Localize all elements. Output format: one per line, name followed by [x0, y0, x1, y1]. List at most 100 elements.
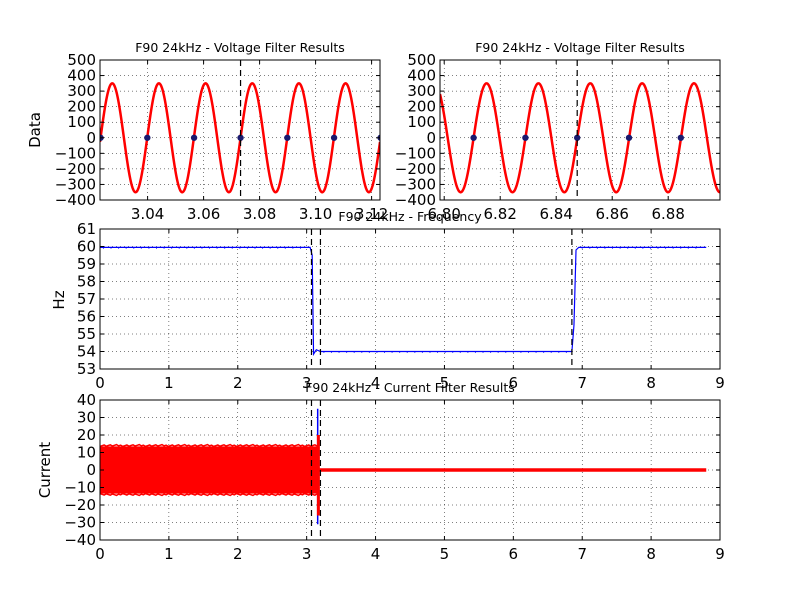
voltage-right-ytick-label: 300: [407, 82, 436, 100]
current-xtick-label: 1: [164, 545, 174, 563]
current-xtick-label: 4: [371, 545, 381, 563]
voltage-right-xtick-label: 6.88: [651, 205, 684, 223]
frequency-plot-area: [100, 229, 707, 369]
frequency-grid: [100, 229, 720, 369]
current-plot-area: [100, 400, 707, 540]
current-xtick-label: 5: [440, 545, 450, 563]
frequency-xtick-label: 8: [646, 374, 656, 392]
current-ytick-label: −20: [64, 496, 96, 514]
voltage-left-zero-crossing-marker: [330, 134, 338, 141]
voltage-left-zero-crossing-marker: [284, 134, 291, 141]
voltage-right-xtick-label: 6.82: [483, 205, 516, 223]
frequency-ytick-label: 58: [77, 273, 96, 291]
voltage-left-ytick-label: −200: [55, 160, 96, 178]
voltage-left-ytick-label: −300: [55, 175, 96, 193]
current-ytick-label: 40: [77, 391, 96, 409]
frequency-xtick-label: 9: [715, 374, 725, 392]
voltage-left-xtick-label: 3.06: [187, 205, 220, 223]
frequency-xtick-label: 2: [233, 374, 243, 392]
current-ytick-label: 10: [77, 444, 96, 462]
voltage-right-title: F90 24kHz - Voltage Filter Results: [475, 40, 685, 55]
voltage-left-ytick-label: 200: [67, 98, 96, 116]
frequency-ytick-label: 61: [77, 220, 96, 238]
current-ytick-label: −10: [64, 479, 96, 497]
frequency-xtick-label: 3: [302, 374, 312, 392]
frequency-xtick-label: 1: [164, 374, 174, 392]
frequency-ytick-label: 59: [77, 255, 96, 273]
voltage-left-plot-area: [100, 60, 380, 200]
voltage-right-zero-crossing-marker: [470, 134, 477, 141]
voltage-right-zero-crossing-marker: [522, 134, 529, 141]
current-ytick-label: 20: [77, 426, 96, 444]
current-xtick-label: 3: [302, 545, 312, 563]
current-title: F90 24kHz - Current Filter Results: [305, 380, 515, 395]
frequency-xtick-label: 6: [509, 374, 519, 392]
voltage-right-ytick-label: 400: [407, 67, 436, 85]
voltage-right-ytick-label: 200: [407, 98, 436, 116]
frequency-ytick-label: 53: [77, 360, 96, 378]
frequency-ytick-label: 57: [77, 290, 96, 308]
current-xtick-label: 8: [646, 545, 656, 563]
frequency-xtick-label: 7: [577, 374, 587, 392]
frequency-title: F90 24kHz - Frequency: [338, 209, 482, 224]
current-xtick-label: 2: [233, 545, 243, 563]
frequency-ytick-label: 60: [77, 238, 96, 256]
frequency-xtick-label: 5: [440, 374, 450, 392]
frequency-xtick-label: 4: [371, 374, 381, 392]
current-filter-panel: Current: [36, 442, 54, 498]
voltage-right-xtick-label: 6.86: [595, 205, 628, 223]
voltage-right-xtick-label: 6.80: [427, 205, 460, 223]
voltage-left-ytick-label: −100: [55, 144, 96, 162]
current-xtick-label: 9: [715, 545, 725, 563]
current-current-band-bottom-edge: [100, 492, 318, 497]
voltage-right-sine-series: [440, 82, 720, 194]
voltage-right-zero-crossing-marker: [677, 134, 684, 141]
frequency-ytick-label: 54: [77, 343, 96, 361]
voltage-left-xtick-label: 3.08: [243, 205, 276, 223]
voltage-right-ytick-label: 0: [426, 129, 436, 147]
voltage-left-axes-frame: [99, 59, 381, 201]
voltage-right-ytick-label: −300: [395, 175, 436, 193]
voltage-filter-panel-left: Data: [26, 112, 44, 148]
voltage-right-xtick-label: 6.84: [539, 205, 572, 223]
voltage-left-title: F90 24kHz - Voltage Filter Results: [135, 40, 345, 55]
frequency-panel: Hz: [50, 290, 68, 309]
frequency-xtick-label: 0: [95, 374, 105, 392]
current-ytick-label: 0: [86, 461, 96, 479]
current-ylabel: Current: [36, 442, 54, 498]
voltage-right-ytick-label: 100: [407, 113, 436, 131]
voltage-left-ytick-label: 100: [67, 113, 96, 131]
voltage-right-ytick-label: 500: [407, 51, 436, 69]
voltage-left-zero-crossing-marker: [144, 134, 151, 141]
current-ytick-label: 30: [77, 409, 96, 427]
frequency-ytick-label: 55: [77, 325, 96, 343]
current-current-band-top-edge: [100, 443, 318, 448]
voltage-left-ytick-label: 0: [86, 129, 96, 147]
voltage-left-ytick-label: −400: [55, 191, 96, 209]
voltage-left-zero-crossing-marker: [237, 134, 244, 141]
current-xtick-label: 0: [95, 545, 105, 563]
voltage-left-ytick-label: 500: [67, 51, 96, 69]
voltage-right-plot-area: [440, 60, 720, 200]
voltage-left-xtick-label: 3.12: [355, 205, 388, 223]
frequency-ylabel: Hz: [50, 290, 68, 309]
current-ytick-label: −40: [64, 531, 96, 549]
voltage-left-zero-crossing-marker: [190, 134, 198, 141]
voltage-left-xtick-label: 3.04: [131, 205, 164, 223]
voltage-right-zero-crossing-marker: [625, 134, 633, 141]
current-ytick-label: −30: [64, 514, 96, 532]
voltage-left-ytick-label: 400: [67, 67, 96, 85]
voltage-left-xtick-label: 3.10: [299, 205, 332, 223]
voltage-right-axes-frame: [439, 59, 721, 201]
voltage-left-ylabel: Data: [26, 112, 44, 148]
voltage-right-ytick-label: −100: [395, 144, 436, 162]
frequency-ytick-label: 56: [77, 308, 96, 326]
voltage-right-zero-crossing-marker: [574, 134, 581, 141]
voltage-right-ytick-label: −400: [395, 191, 436, 209]
voltage-right-ytick-label: −200: [395, 160, 436, 178]
voltage-left-ytick-label: 300: [67, 82, 96, 100]
current-xtick-label: 6: [509, 545, 519, 563]
current-xtick-label: 7: [577, 545, 587, 563]
